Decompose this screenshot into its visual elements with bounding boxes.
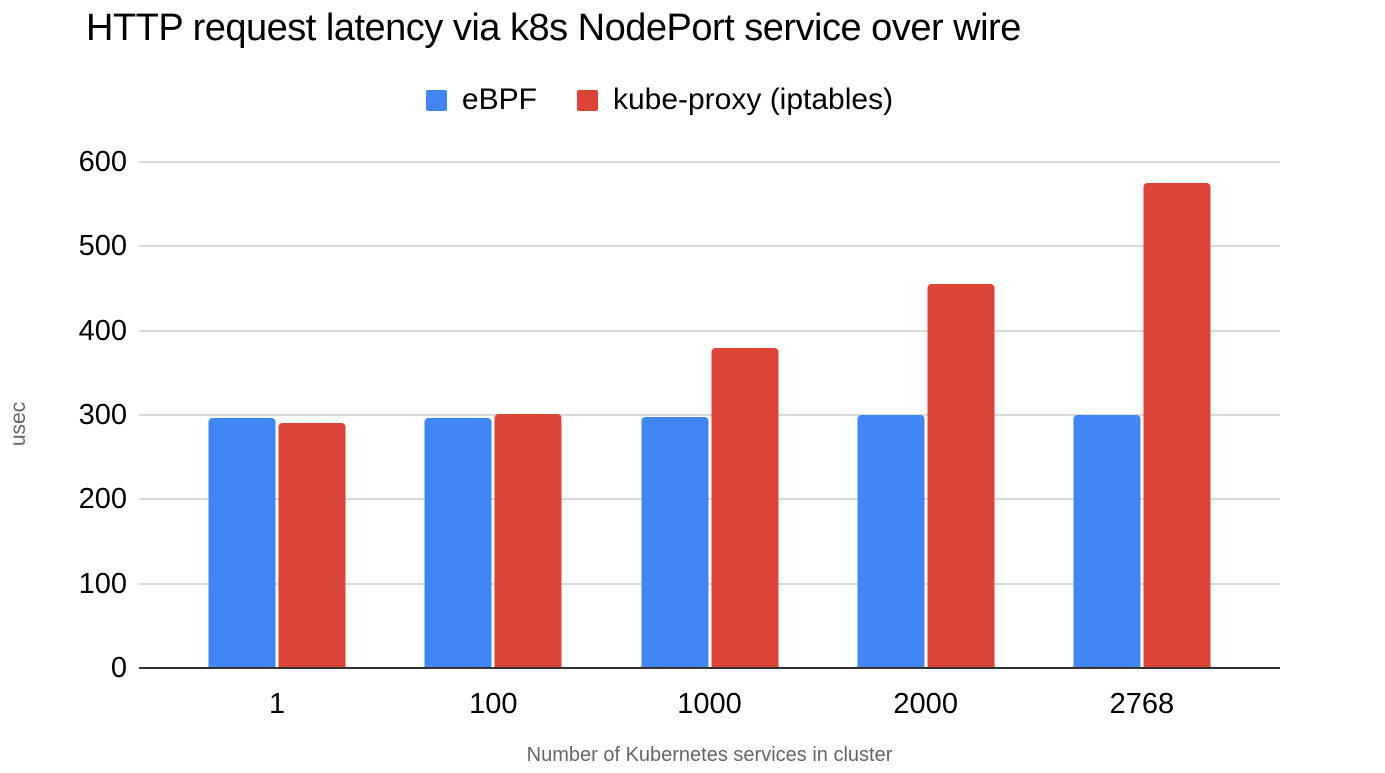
gridline-100	[139, 582, 1280, 585]
legend-item-kube-proxy: kube-proxy (iptables)	[576, 83, 894, 117]
plot-area: 1 100 1000 2000 2768	[139, 161, 1280, 720]
bar-group-100	[424, 414, 562, 668]
bar-kube-proxy-iptables-1000	[711, 347, 778, 668]
legend-swatch-ebpf-icon	[425, 89, 447, 111]
y-axis-labels: 0 100 200 300 400 500 600	[0, 147, 127, 683]
x-tick-label-1: 1	[269, 688, 286, 720]
y-tick-label-200: 200	[78, 483, 127, 516]
legend-swatch-kube-proxy-icon	[576, 89, 598, 111]
bar-ebpf-1	[208, 417, 276, 668]
bar-ebpf-1000	[641, 416, 708, 668]
gridline-600	[139, 161, 1280, 163]
bar-group-1	[208, 417, 346, 668]
bar-group-2768	[1073, 183, 1211, 668]
bar-kube-proxy-iptables-100	[494, 414, 562, 668]
gridline-500	[139, 245, 1280, 248]
legend-label-kube-proxy: kube-proxy (iptables)	[612, 83, 894, 116]
chart-title: HTTP request latency via k8s NodePort se…	[86, 7, 1021, 49]
x-tick-label-100: 100	[469, 688, 518, 720]
y-tick-label-500: 500	[78, 230, 127, 263]
bar-kube-proxy-iptables-2768	[1143, 183, 1211, 668]
x-axis-title: Number of Kubernetes services in cluster	[526, 744, 893, 766]
bar-ebpf-2000	[857, 415, 925, 668]
x-tick-label-1000: 1000	[677, 688, 742, 720]
y-tick-label-600: 600	[78, 146, 127, 178]
gridline-300	[139, 414, 1280, 416]
y-tick-label-300: 300	[78, 399, 127, 431]
y-tick-label-0: 0	[110, 652, 127, 684]
y-tick-label-400: 400	[78, 314, 127, 347]
bar-ebpf-2768	[1073, 415, 1141, 668]
bar-group-1000	[641, 347, 778, 668]
legend-item-ebpf: eBPF	[425, 83, 537, 117]
y-tick-label-100: 100	[78, 567, 127, 600]
legend-label-ebpf: eBPF	[461, 83, 537, 116]
gridline-200	[139, 498, 1280, 501]
x-axis-line	[139, 667, 1280, 669]
bar-ebpf-100	[424, 418, 492, 668]
bar-kube-proxy-iptables-2000	[927, 284, 995, 668]
gridline-400	[139, 329, 1280, 332]
bar-group-2000	[857, 284, 995, 668]
bar-kube-proxy-iptables-1	[278, 423, 346, 668]
legend: eBPF kube-proxy (iptables)	[89, 82, 1230, 118]
x-tick-label-2768: 2768	[1109, 688, 1175, 720]
x-tick-label-2000: 2000	[893, 688, 958, 720]
